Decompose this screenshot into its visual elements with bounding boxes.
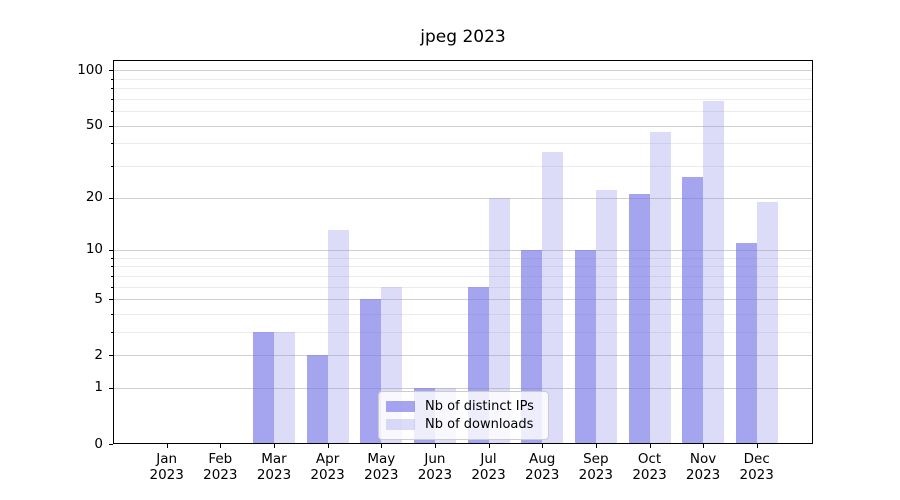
gridline-y-6 bbox=[114, 286, 812, 288]
bar-downloads-sep bbox=[595, 190, 617, 444]
bar-distinct-ips-apr bbox=[306, 355, 328, 444]
bar-downloads-dec bbox=[756, 201, 778, 444]
bar-downloads-mar bbox=[274, 331, 295, 444]
y-tick-5 bbox=[109, 299, 113, 300]
y-tick-1 bbox=[109, 387, 113, 389]
y-tick-label-10: 10 bbox=[85, 241, 103, 258]
gridline-y-40 bbox=[114, 143, 812, 145]
y-minor-tick-70 bbox=[111, 98, 113, 100]
gridline-y-1 bbox=[114, 387, 812, 389]
gridline-y-60 bbox=[114, 111, 812, 113]
x-tick-label-jun: Jun 2023 bbox=[417, 451, 453, 483]
y-tick-label-5: 5 bbox=[94, 290, 103, 307]
gridline-y-2 bbox=[114, 355, 812, 357]
gridline-y-100 bbox=[114, 70, 812, 72]
y-minor-tick-80 bbox=[111, 88, 113, 90]
x-tick-label-feb: Feb 2023 bbox=[203, 451, 238, 483]
legend-label-distinct-ips: Nb of distinct IPs bbox=[425, 399, 534, 414]
gridline-y-4 bbox=[114, 313, 812, 315]
y-minor-tick-6 bbox=[111, 286, 113, 288]
chart-title: jpeg 2023 bbox=[420, 27, 506, 47]
y-minor-tick-40 bbox=[111, 143, 113, 145]
x-tick-jun bbox=[434, 444, 436, 448]
gridline-y-90 bbox=[114, 78, 812, 80]
x-tick-aug bbox=[542, 444, 544, 448]
gridline-y-80 bbox=[114, 88, 812, 90]
y-minor-tick-7 bbox=[111, 275, 113, 277]
y-tick-label-2: 2 bbox=[94, 346, 103, 363]
x-tick-label-mar: Mar 2023 bbox=[256, 451, 292, 483]
y-tick-label-50: 50 bbox=[85, 117, 103, 134]
gridline-y-8 bbox=[114, 266, 812, 268]
y-minor-tick-3 bbox=[111, 331, 113, 333]
x-tick-label-may: May 2023 bbox=[364, 451, 399, 483]
bar-downloads-apr bbox=[327, 230, 349, 444]
legend-item-downloads: Nb of downloads bbox=[386, 416, 540, 433]
bar-distinct-ips-may bbox=[360, 299, 382, 444]
x-tick-dec bbox=[756, 444, 758, 448]
x-tick-label-jul: Jul 2023 bbox=[471, 451, 506, 483]
x-tick-jul bbox=[488, 444, 490, 448]
y-tick-10 bbox=[109, 249, 113, 251]
bar-downloads-aug bbox=[542, 151, 564, 444]
bar-downloads-jul bbox=[488, 197, 510, 444]
x-tick-label-jan: Jan 2023 bbox=[149, 451, 184, 483]
x-tick-label-apr: Apr 2023 bbox=[310, 451, 345, 483]
bar-downloads-oct bbox=[649, 132, 671, 444]
x-tick-oct bbox=[649, 444, 651, 448]
y-minor-tick-8 bbox=[111, 266, 113, 268]
y-minor-tick-90 bbox=[111, 78, 113, 80]
gridline-y-9 bbox=[114, 257, 812, 259]
x-tick-feb bbox=[220, 444, 222, 448]
legend-swatch-distinct-ips bbox=[386, 401, 415, 412]
gridline-y-30 bbox=[114, 166, 812, 167]
x-tick-label-oct: Oct 2023 bbox=[632, 451, 667, 483]
y-minor-tick-30 bbox=[111, 166, 113, 167]
legend-swatch-downloads bbox=[386, 419, 415, 430]
x-tick-jan bbox=[166, 444, 168, 448]
y-minor-tick-4 bbox=[111, 313, 113, 315]
y-tick-2 bbox=[109, 355, 113, 357]
y-tick-100 bbox=[109, 70, 113, 72]
bar-distinct-ips-sep bbox=[574, 249, 596, 444]
gridline-y-10 bbox=[114, 249, 812, 251]
bar-distinct-ips-dec bbox=[735, 242, 757, 444]
bar-distinct-ips-mar bbox=[253, 331, 274, 444]
x-tick-label-aug: Aug 2023 bbox=[525, 451, 560, 483]
y-tick-label-100: 100 bbox=[77, 61, 103, 78]
y-tick-label-20: 20 bbox=[85, 189, 103, 205]
x-tick-may bbox=[381, 444, 383, 448]
y-tick-50 bbox=[109, 125, 113, 127]
legend: Nb of distinct IPs Nb of downloads bbox=[378, 391, 549, 440]
x-tick-label-sep: Sep 2023 bbox=[578, 451, 613, 483]
gridline-y-3 bbox=[114, 331, 812, 333]
y-minor-tick-60 bbox=[111, 111, 113, 113]
gridline-y-7 bbox=[114, 275, 812, 277]
y-tick-0 bbox=[109, 444, 113, 445]
y-minor-tick-9 bbox=[111, 257, 113, 259]
bar-distinct-ips-nov bbox=[682, 177, 704, 444]
y-tick-label-1: 1 bbox=[94, 379, 103, 396]
bar-downloads-nov bbox=[703, 101, 725, 444]
x-tick-label-dec: Dec 2023 bbox=[739, 451, 774, 483]
x-tick-nov bbox=[703, 444, 705, 448]
gridline-y-50 bbox=[114, 125, 812, 127]
x-tick-label-nov: Nov 2023 bbox=[685, 451, 721, 483]
x-tick-apr bbox=[327, 444, 329, 448]
y-tick-20 bbox=[109, 197, 113, 199]
legend-item-distinct-ips: Nb of distinct IPs bbox=[386, 398, 540, 415]
bar-distinct-ips-oct bbox=[628, 193, 650, 444]
x-tick-sep bbox=[595, 444, 597, 448]
gridline-y-20 bbox=[114, 197, 812, 199]
legend-label-downloads: Nb of downloads bbox=[425, 417, 534, 432]
gridline-y-5 bbox=[114, 299, 812, 300]
gridline-y-70 bbox=[114, 98, 812, 100]
y-tick-label-0: 0 bbox=[94, 435, 103, 452]
x-tick-mar bbox=[274, 444, 275, 448]
